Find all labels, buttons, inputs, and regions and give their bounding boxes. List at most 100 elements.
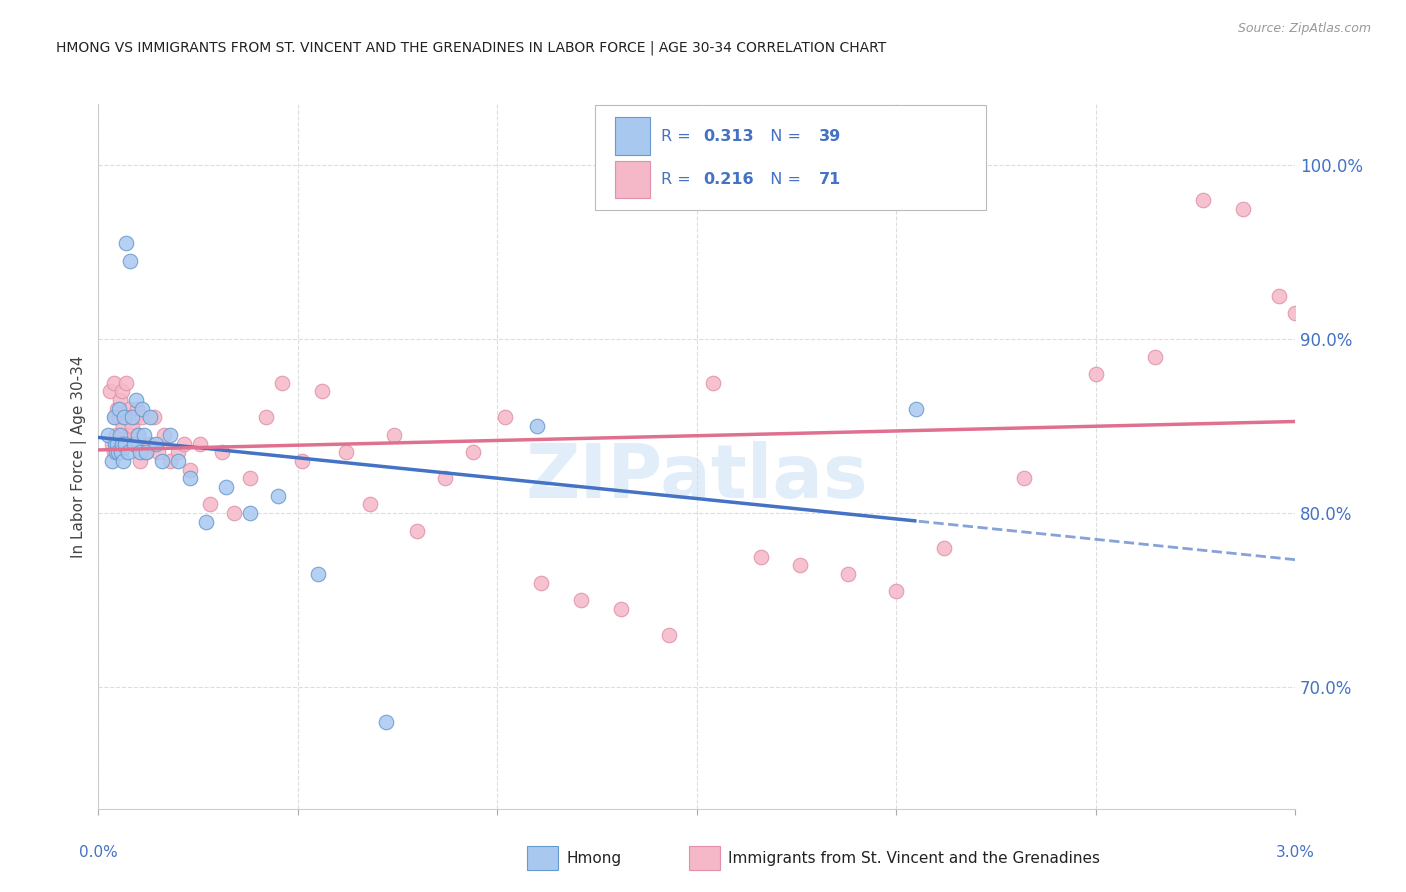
Point [159, 427, 181, 442]
Point [129, 445, 152, 459]
Point [105, 445, 128, 459]
Point [307, 567, 329, 582]
Point [702, 376, 724, 390]
Point [129, 454, 152, 468]
Point [120, 410, 142, 425]
Point [463, 445, 485, 459]
Point [135, 445, 157, 459]
Point [749, 549, 772, 564]
Point [103, 410, 125, 425]
Point [215, 480, 238, 494]
Point [134, 436, 156, 450]
Point [135, 445, 157, 459]
Point [159, 454, 181, 468]
Point [198, 498, 221, 512]
Point [127, 427, 149, 442]
Point [569, 593, 592, 607]
Point [110, 427, 132, 442]
Point [494, 410, 516, 425]
Point [167, 454, 190, 468]
Point [932, 541, 955, 555]
Point [179, 471, 201, 485]
Point [1192, 193, 1215, 207]
Text: 0.216: 0.216 [703, 172, 754, 186]
Text: Hmong: Hmong [567, 851, 621, 865]
Point [1232, 202, 1254, 216]
Point [359, 498, 381, 512]
Point [291, 454, 314, 468]
Point [167, 445, 190, 459]
Point [107, 436, 129, 450]
Text: HMONG VS IMMIGRANTS FROM ST. VINCENT AND THE GRENADINES IN LABOR FORCE | AGE 30-: HMONG VS IMMIGRANTS FROM ST. VINCENT AND… [56, 40, 887, 54]
Text: 0.313: 0.313 [703, 128, 754, 144]
Point [110, 392, 132, 407]
Point [105, 427, 128, 442]
Point [115, 236, 138, 251]
Point [115, 376, 138, 390]
Point [110, 427, 132, 442]
Point [311, 384, 333, 399]
Point [1084, 367, 1107, 381]
Point [173, 436, 195, 450]
Point [270, 376, 292, 390]
Point [335, 445, 357, 459]
Point [139, 410, 162, 425]
Point [122, 436, 145, 450]
Point [1268, 288, 1291, 302]
Text: 0.0%: 0.0% [79, 845, 118, 860]
Point [1012, 471, 1035, 485]
Point [121, 419, 143, 434]
Point [526, 419, 548, 434]
Point [112, 454, 135, 468]
Point [107, 445, 129, 459]
Y-axis label: In Labor Force | Age 30-34: In Labor Force | Age 30-34 [72, 355, 87, 558]
Point [110, 445, 132, 459]
Text: Source: ZipAtlas.com: Source: ZipAtlas.com [1237, 22, 1371, 36]
Text: 71: 71 [818, 172, 841, 186]
Point [114, 436, 136, 450]
Point [434, 471, 457, 485]
Point [789, 558, 811, 573]
Point [382, 427, 405, 442]
Point [122, 436, 145, 450]
Point [108, 401, 131, 416]
Point [120, 427, 142, 442]
Text: R =: R = [661, 128, 696, 144]
Point [101, 436, 124, 450]
Point [153, 427, 176, 442]
Point [103, 445, 125, 459]
Point [837, 567, 859, 582]
Point [112, 410, 135, 425]
Point [610, 602, 633, 616]
Point [131, 410, 153, 425]
Point [103, 376, 125, 390]
Point [125, 436, 148, 450]
Point [117, 445, 139, 459]
Point [195, 515, 218, 529]
Point [143, 410, 166, 425]
Point [884, 584, 907, 599]
Point [104, 436, 127, 450]
Text: Immigrants from St. Vincent and the Grenadines: Immigrants from St. Vincent and the Gren… [728, 851, 1101, 865]
Point [114, 436, 136, 450]
Point [124, 410, 146, 425]
Text: ZIPatlas: ZIPatlas [526, 442, 868, 515]
Point [131, 401, 153, 416]
Point [125, 392, 148, 407]
Text: 3.0%: 3.0% [1275, 845, 1315, 860]
Point [127, 401, 149, 416]
Point [222, 506, 245, 520]
Point [117, 427, 139, 442]
Point [134, 427, 156, 442]
Point [148, 445, 170, 459]
Point [111, 436, 134, 450]
Point [108, 410, 131, 425]
Point [101, 454, 124, 468]
Text: R =: R = [661, 172, 696, 186]
Point [107, 401, 129, 416]
Point [97, 427, 120, 442]
Point [1284, 306, 1306, 320]
Point [139, 436, 162, 450]
Point [267, 489, 290, 503]
Point [118, 401, 141, 416]
